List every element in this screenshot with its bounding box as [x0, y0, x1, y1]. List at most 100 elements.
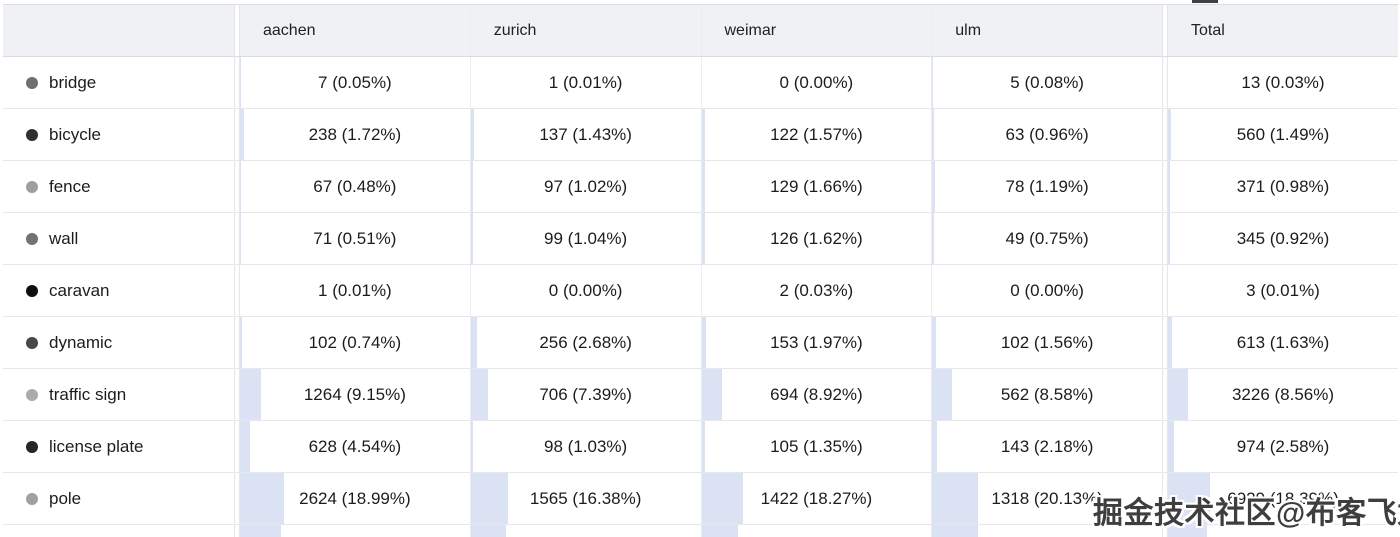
- row-label-cell[interactable]: license plate: [3, 421, 234, 472]
- data-cell[interactable]: 628 (4.54%): [240, 421, 470, 472]
- cell-percentage-bar: [932, 317, 936, 368]
- data-cell[interactable]: 0 (0.00%): [470, 265, 701, 316]
- data-cell[interactable]: 71 (0.51%): [240, 213, 470, 264]
- row-label-cell[interactable]: fence: [3, 161, 234, 212]
- data-cell[interactable]: 122 (1.57%): [701, 109, 932, 160]
- total-cell[interactable]: 13 (0.03%): [1168, 57, 1398, 108]
- header-cell-total[interactable]: Total: [1168, 5, 1398, 56]
- cell-percentage-bar: [932, 525, 978, 537]
- data-cell[interactable]: 99 (1.04%): [470, 213, 701, 264]
- header-cell-aachen[interactable]: aachen: [240, 5, 470, 56]
- row-label-cell[interactable]: wall: [3, 213, 234, 264]
- data-cell[interactable]: 7 (0.05%): [240, 57, 470, 108]
- data-cell[interactable]: 1 (0.01%): [240, 265, 470, 316]
- cell-value: 98 (1.03%): [544, 437, 627, 457]
- data-cell[interactable]: 49 (0.75%): [931, 213, 1162, 264]
- data-cell[interactable]: 0 (0.00%): [701, 57, 932, 108]
- cell-value: 562 (8.58%): [1001, 385, 1094, 405]
- cell-percentage-bar: [240, 109, 244, 160]
- data-cell[interactable]: 67 (0.48%): [240, 161, 470, 212]
- data-cell[interactable]: [931, 525, 1162, 537]
- cell-percentage-bar: [471, 525, 507, 537]
- row-label: license plate: [49, 437, 144, 457]
- data-cell[interactable]: 1565 (16.38%): [470, 473, 701, 524]
- data-cell[interactable]: 126 (1.62%): [701, 213, 932, 264]
- cell-percentage-bar: [1168, 473, 1210, 524]
- cell-percentage-bar: [471, 369, 488, 420]
- header-cell-empty: [3, 5, 234, 56]
- row-label-cell: [3, 525, 234, 537]
- cell-percentage-bar: [702, 161, 706, 212]
- cell-percentage-bar: [240, 161, 241, 212]
- data-cell[interactable]: [240, 525, 470, 537]
- data-cell[interactable]: 1 (0.01%): [470, 57, 701, 108]
- data-cell[interactable]: 1264 (9.15%): [240, 369, 470, 420]
- cell-percentage-bar: [240, 369, 261, 420]
- data-cell[interactable]: 102 (1.56%): [931, 317, 1162, 368]
- cell-percentage-bar: [1168, 109, 1171, 160]
- cell-percentage-bar: [1168, 213, 1170, 264]
- data-cell[interactable]: 256 (2.68%): [470, 317, 701, 368]
- cell-percentage-bar: [702, 473, 744, 524]
- row-label-cell[interactable]: pole: [3, 473, 234, 524]
- row-label-cell[interactable]: traffic sign: [3, 369, 234, 420]
- cell-value: 63 (0.96%): [1006, 125, 1089, 145]
- total-cell[interactable]: 613 (1.63%): [1168, 317, 1398, 368]
- class-color-dot-icon: [26, 181, 38, 193]
- data-cell[interactable]: 98 (1.03%): [470, 421, 701, 472]
- total-cell[interactable]: 6929 (18.39%): [1168, 473, 1398, 524]
- data-cell[interactable]: 137 (1.43%): [470, 109, 701, 160]
- cell-value: 560 (1.49%): [1237, 125, 1330, 145]
- header-cell-ulm[interactable]: ulm: [931, 5, 1162, 56]
- total-cell[interactable]: 560 (1.49%): [1168, 109, 1398, 160]
- row-label-cell[interactable]: dynamic: [3, 317, 234, 368]
- cell-percentage-bar: [240, 213, 241, 264]
- total-cell[interactable]: [1168, 525, 1398, 537]
- cell-value: 371 (0.98%): [1237, 177, 1330, 197]
- data-cell[interactable]: 129 (1.66%): [701, 161, 932, 212]
- cell-value: 97 (1.02%): [544, 177, 627, 197]
- data-cell[interactable]: 2624 (18.99%): [240, 473, 470, 524]
- data-cell[interactable]: 63 (0.96%): [931, 109, 1162, 160]
- cell-percentage-bar: [471, 317, 477, 368]
- data-cell[interactable]: 97 (1.02%): [470, 161, 701, 212]
- row-label-cell[interactable]: bridge: [3, 57, 234, 108]
- cell-value: 3 (0.01%): [1246, 281, 1320, 301]
- header-cell-zurich[interactable]: zurich: [470, 5, 701, 56]
- data-cell[interactable]: 78 (1.19%): [931, 161, 1162, 212]
- cell-value: 102 (0.74%): [309, 333, 402, 353]
- data-cell[interactable]: 102 (0.74%): [240, 317, 470, 368]
- cell-percentage-bar: [932, 369, 952, 420]
- cell-value: 49 (0.75%): [1006, 229, 1089, 249]
- total-cell[interactable]: 3 (0.01%): [1168, 265, 1398, 316]
- header-cell-weimar[interactable]: weimar: [701, 5, 932, 56]
- total-cell[interactable]: 3226 (8.56%): [1168, 369, 1398, 420]
- data-cell[interactable]: 1318 (20.13%): [931, 473, 1162, 524]
- data-cell[interactable]: 694 (8.92%): [701, 369, 932, 420]
- row-label-cell[interactable]: bicycle: [3, 109, 234, 160]
- data-cell[interactable]: 562 (8.58%): [931, 369, 1162, 420]
- data-cell[interactable]: [470, 525, 701, 537]
- data-cell[interactable]: 105 (1.35%): [701, 421, 932, 472]
- data-cell[interactable]: 238 (1.72%): [240, 109, 470, 160]
- row-label-cell[interactable]: caravan: [3, 265, 234, 316]
- data-cell[interactable]: [701, 525, 932, 537]
- table-row-partial: [3, 525, 1398, 537]
- total-cell[interactable]: 345 (0.92%): [1168, 213, 1398, 264]
- row-label: bridge: [49, 73, 96, 93]
- cell-value: 99 (1.04%): [544, 229, 627, 249]
- data-cell[interactable]: 2 (0.03%): [701, 265, 932, 316]
- total-cell[interactable]: 371 (0.98%): [1168, 161, 1398, 212]
- data-cell[interactable]: 0 (0.00%): [931, 265, 1162, 316]
- data-cell[interactable]: 143 (2.18%): [931, 421, 1162, 472]
- cell-value: 694 (8.92%): [770, 385, 863, 405]
- data-cell[interactable]: 5 (0.08%): [931, 57, 1162, 108]
- cell-value: 13 (0.03%): [1241, 73, 1324, 93]
- data-cell[interactable]: 153 (1.97%): [701, 317, 932, 368]
- data-cell[interactable]: 706 (7.39%): [470, 369, 701, 420]
- data-cell[interactable]: 1422 (18.27%): [701, 473, 932, 524]
- cell-value: 1264 (9.15%): [304, 385, 406, 405]
- total-cell[interactable]: 974 (2.58%): [1168, 421, 1398, 472]
